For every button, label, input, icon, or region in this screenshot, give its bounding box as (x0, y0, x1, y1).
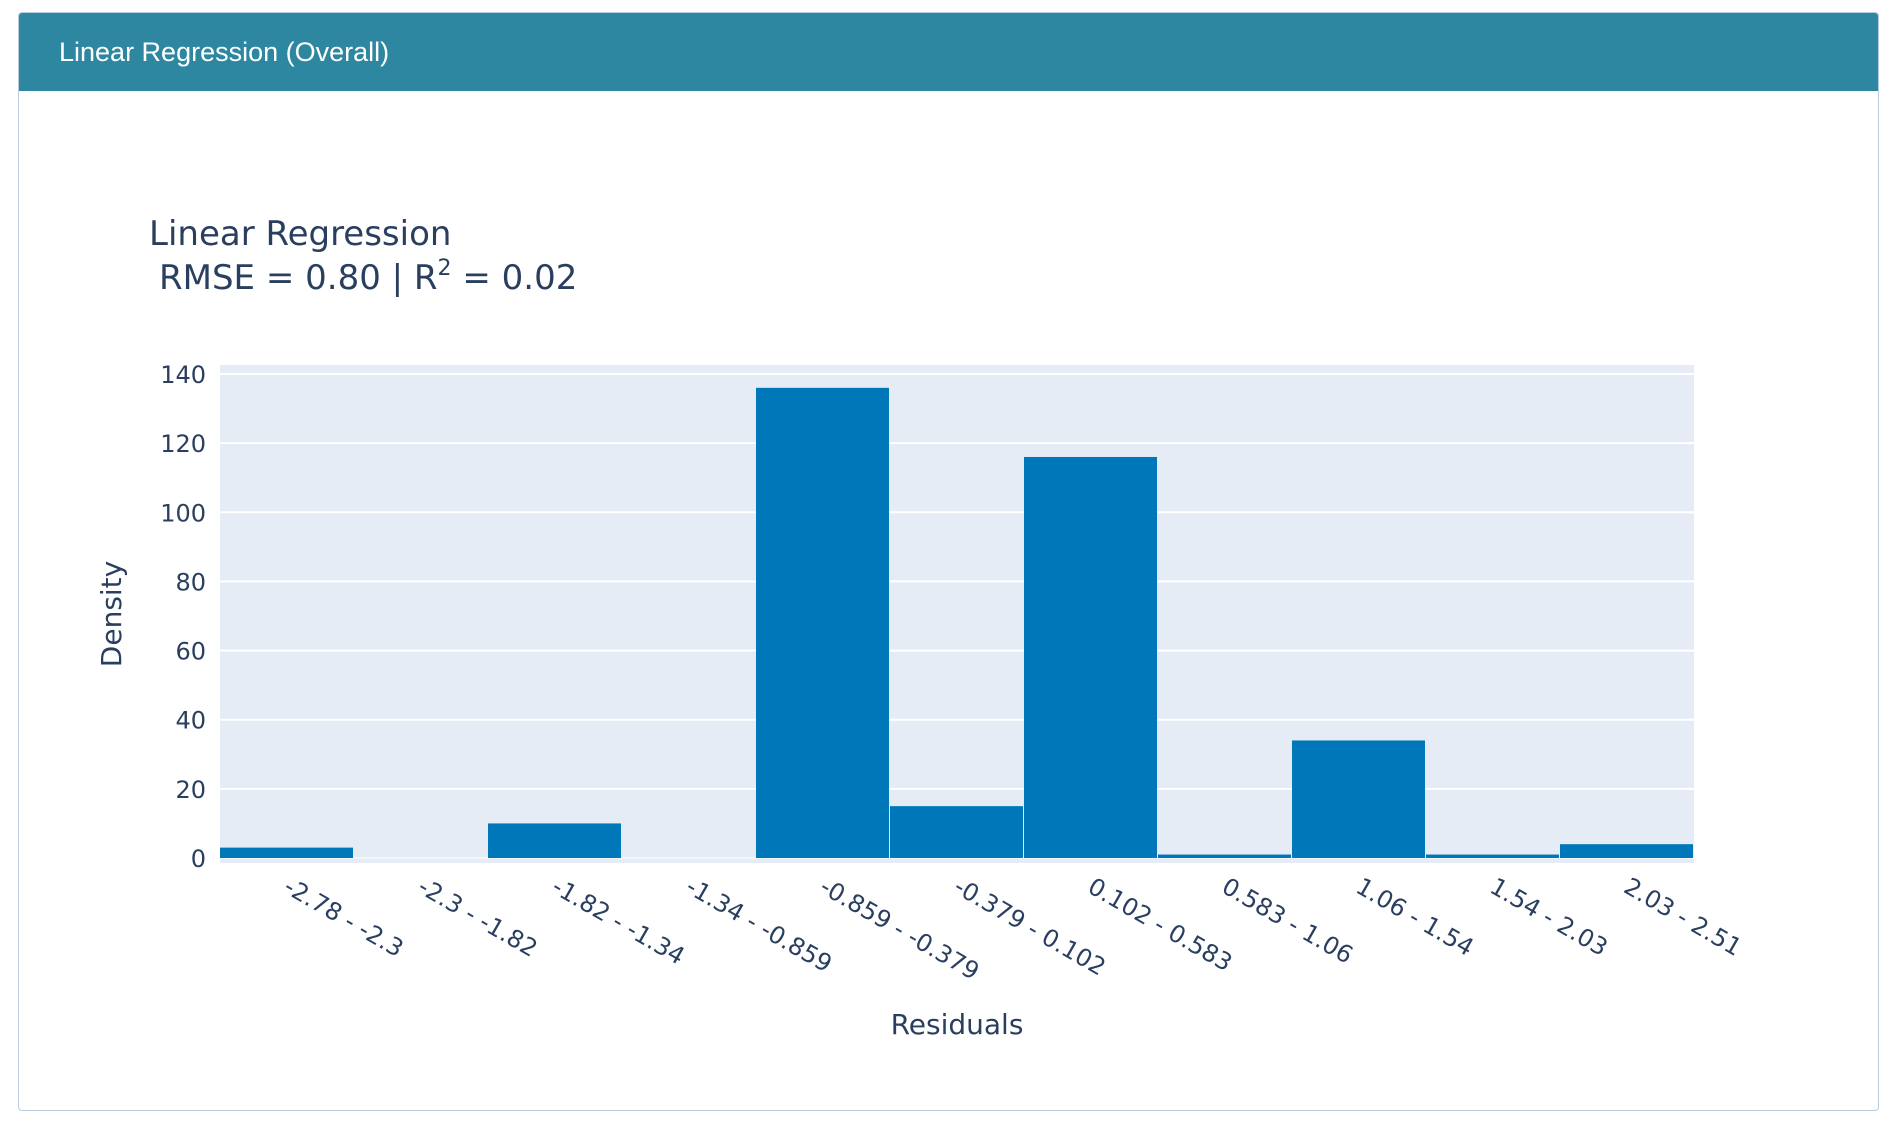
histogram-bar[interactable] (220, 847, 353, 858)
x-tick-label: 1.06 - 1.54 (1351, 872, 1478, 962)
bars (220, 387, 1693, 858)
y-tick-label: 120 (160, 430, 206, 458)
x-tick-label: -2.78 - -2.3 (279, 872, 408, 963)
grid-lines (220, 373, 1694, 859)
y-tick-label: 140 (160, 361, 206, 389)
y-tick-label: 40 (175, 707, 206, 735)
x-tick-label: 0.583 - 1.06 (1217, 872, 1357, 969)
x-axis-label: Residuals (891, 1008, 1024, 1041)
histogram-bar[interactable] (488, 823, 621, 858)
histogram-bar[interactable] (1292, 740, 1425, 858)
histogram-bar[interactable] (1560, 844, 1693, 858)
panel-header: Linear Regression (Overall) (19, 13, 1878, 91)
x-tick-labels: -2.78 - -2.3 -2.3 - -1.82 -1.82 - -1.34-1.… (279, 872, 1746, 986)
histogram-bar[interactable] (890, 806, 1023, 858)
y-axis-label: Density (95, 561, 128, 667)
x-tick-label: 1.54 - 2.03 (1485, 872, 1612, 962)
subtitle-suffix: = 0.02 (452, 258, 578, 298)
chart-panel: Linear Regression (Overall) Linear Regre… (18, 12, 1879, 1111)
subtitle-prefix: RMSE = 0.80 | R (159, 258, 438, 298)
x-tick-label: -1.82 - -1.34 (547, 872, 689, 970)
histogram-chart: Linear Regression RMSE = 0.80 | R2 = 0.0… (95, 214, 1746, 1041)
y-tick-label: 60 (175, 638, 206, 666)
x-tick-label: -2.3 - -1.82 (413, 872, 542, 963)
y-tick-label: 80 (175, 568, 206, 596)
histogram-bar[interactable] (1158, 854, 1291, 858)
chart-title: Linear Regression (149, 214, 451, 254)
histogram-bar[interactable] (1426, 854, 1559, 858)
y-tick-labels: 0 20 40 60 80 100 120 140 (160, 361, 206, 873)
y-tick-label: 0 (191, 845, 206, 873)
subtitle-superscript: 2 (438, 256, 452, 281)
histogram-bar[interactable] (1024, 456, 1157, 858)
x-tick-label: 2.03 - 2.51 (1619, 872, 1746, 962)
chart-subtitle: RMSE = 0.80 | R2 = 0.02 (159, 256, 577, 298)
x-tick-label: -1.34 - -0.859 (681, 872, 837, 978)
y-tick-label: 20 (175, 776, 206, 804)
plot-background (220, 365, 1694, 863)
histogram-bar[interactable] (756, 387, 889, 858)
y-tick-label: 100 (160, 499, 206, 527)
chart-container: Linear Regression RMSE = 0.80 | R2 = 0.0… (19, 91, 1878, 1105)
panel-title: Linear Regression (Overall) (59, 36, 390, 67)
